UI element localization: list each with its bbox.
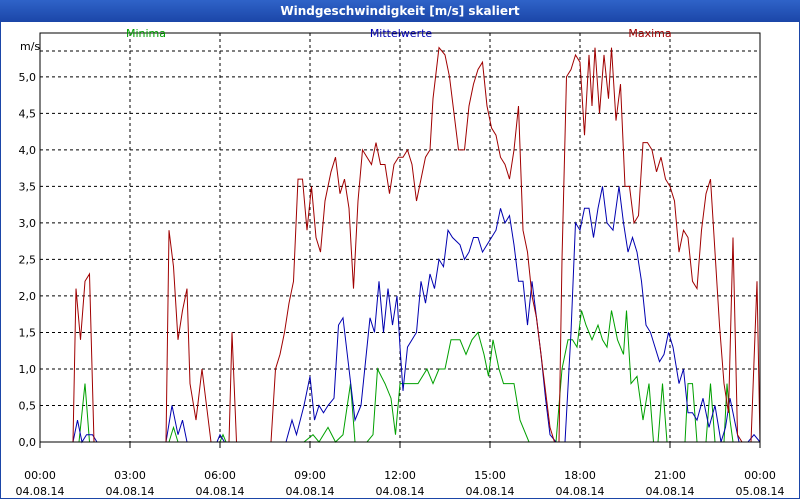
x-tick-date: 04.08.14	[196, 485, 245, 498]
x-tick-time: 03:00	[114, 469, 146, 482]
series-line-maxima	[40, 46, 761, 443]
x-tick-time: 18:00	[564, 469, 596, 482]
window-title: Windgeschwindigkeit [m/s] skaliert	[0, 0, 800, 22]
y-tick-label: 1,5	[19, 326, 37, 339]
legend-mittelwerte: Mittelwerte	[370, 27, 433, 40]
x-tick-date: 04.08.14	[106, 485, 155, 498]
x-tick-time: 00:00	[744, 469, 776, 482]
y-tick-label: 4,0	[19, 144, 37, 157]
x-tick-time: 09:00	[294, 469, 326, 482]
y-tick-label: 0,0	[19, 436, 37, 449]
x-tick-time: 15:00	[474, 469, 506, 482]
x-tick-date: 04.08.14	[646, 485, 695, 498]
legend: Minima Mittelwerte Maxima	[126, 27, 672, 40]
series-line-mittelwerte	[40, 186, 761, 444]
y-tick-label: 2,5	[19, 253, 37, 266]
x-tick-time: 06:00	[204, 469, 236, 482]
y-tick-label: 1,0	[19, 363, 37, 376]
y-tick-labels: 0,0 0,5 1,0 1,5 2,0 2,5 3,0 3,5 4,0 4,5 5,0	[19, 71, 37, 449]
x-tick-time: 00:00	[24, 469, 56, 482]
y-tick-label: 4,5	[19, 107, 37, 120]
x-tick-time: 12:00	[384, 469, 416, 482]
legend-maxima: Maxima	[628, 27, 671, 40]
x-tick-date: 04.08.14	[466, 485, 515, 498]
plot-border	[39, 32, 761, 443]
y-tick-label: 0,5	[19, 399, 37, 412]
x-tick-time: 21:00	[654, 469, 686, 482]
x-tick-date: 04.08.14	[286, 485, 335, 498]
axes	[39, 32, 761, 448]
series-line-minima	[40, 310, 760, 443]
y-tick-label: 2,0	[19, 290, 37, 303]
y-tick-label: 3,5	[19, 180, 37, 193]
x-tick-date: 04.08.14	[16, 485, 65, 498]
grid-lines	[39, 33, 761, 443]
y-axis-label: m/s	[20, 40, 40, 53]
y-tick-label: 5,0	[19, 71, 37, 84]
y-tick-label: 3,0	[19, 217, 37, 230]
x-tick-date: 04.08.14	[556, 485, 605, 498]
x-tick-labels: 00:00 04.08.14 03:00 04.08.14 06:00 04.08.14 0…	[16, 469, 785, 498]
series-layer	[40, 46, 761, 444]
legend-minima: Minima	[126, 27, 166, 40]
x-tick-date: 05.08.14	[736, 485, 785, 498]
x-tick-date: 04.08.14	[376, 485, 425, 498]
